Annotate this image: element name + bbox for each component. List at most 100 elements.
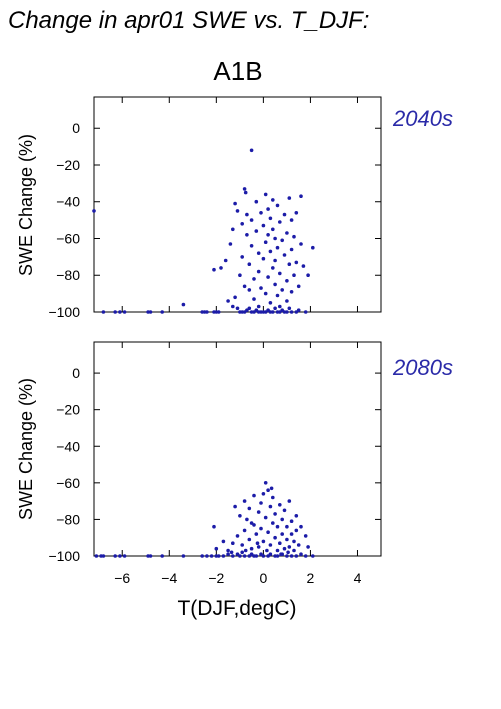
data-point bbox=[259, 286, 263, 290]
data-point bbox=[223, 258, 228, 263]
data-point bbox=[289, 218, 294, 222]
data-point bbox=[212, 267, 216, 272]
data-point bbox=[245, 517, 249, 522]
data-point bbox=[118, 310, 122, 314]
data-point bbox=[231, 541, 235, 545]
data-point bbox=[242, 499, 247, 503]
data-point bbox=[238, 273, 242, 278]
data-point bbox=[240, 550, 244, 555]
data-point bbox=[235, 306, 240, 311]
y-tick-label: −60 bbox=[56, 230, 80, 246]
data-point bbox=[287, 196, 292, 200]
data-point bbox=[285, 299, 289, 303]
data-point bbox=[240, 255, 244, 259]
data-point bbox=[279, 552, 283, 556]
data-point bbox=[275, 245, 280, 250]
y-tick-label: −100 bbox=[48, 548, 80, 564]
data-point bbox=[280, 532, 285, 536]
data-point bbox=[235, 209, 240, 213]
data-point bbox=[303, 534, 308, 538]
data-point bbox=[289, 554, 294, 558]
data-point bbox=[299, 194, 303, 198]
scatter-points bbox=[94, 481, 315, 558]
data-point bbox=[289, 519, 294, 523]
plot-frame bbox=[93, 341, 382, 557]
data-point bbox=[269, 486, 274, 491]
data-point bbox=[296, 543, 301, 547]
data-point bbox=[263, 515, 268, 520]
data-point bbox=[285, 524, 289, 529]
data-point bbox=[296, 308, 301, 313]
data-point bbox=[303, 310, 308, 314]
data-point bbox=[247, 306, 252, 311]
data-point bbox=[285, 279, 289, 283]
data-point bbox=[301, 264, 306, 268]
data-point bbox=[292, 234, 296, 239]
y-axis-label: SWE Change (%) bbox=[16, 378, 36, 520]
data-point bbox=[306, 273, 310, 278]
data-point bbox=[160, 310, 164, 314]
data-point bbox=[242, 284, 247, 289]
data-point bbox=[268, 543, 273, 547]
data-point bbox=[249, 521, 254, 525]
data-point bbox=[268, 249, 273, 254]
data-point bbox=[280, 238, 285, 243]
data-point bbox=[273, 282, 277, 287]
data-point bbox=[238, 554, 242, 558]
data-point bbox=[261, 539, 266, 544]
period-label: 2080s bbox=[392, 355, 453, 380]
data-point bbox=[287, 545, 292, 549]
data-point bbox=[266, 275, 270, 279]
data-point bbox=[148, 554, 153, 558]
data-point bbox=[292, 273, 296, 278]
data-point bbox=[266, 207, 270, 211]
figure-title: Change in apr01 SWE vs. T_DJF: bbox=[8, 7, 369, 34]
data-point bbox=[278, 220, 282, 224]
data-point bbox=[286, 550, 290, 555]
y-tick-label: 0 bbox=[72, 365, 80, 381]
y-tick-label: −20 bbox=[56, 402, 80, 418]
data-point bbox=[259, 526, 263, 531]
data-point bbox=[247, 506, 252, 511]
data-point bbox=[268, 216, 273, 221]
data-point bbox=[256, 510, 261, 514]
data-point bbox=[265, 548, 269, 553]
data-point bbox=[94, 554, 99, 558]
scatter-points bbox=[92, 148, 315, 314]
data-point bbox=[303, 554, 308, 558]
y-tick-label: −100 bbox=[48, 304, 80, 320]
data-point bbox=[275, 293, 280, 298]
data-point bbox=[294, 528, 299, 533]
data-point bbox=[263, 481, 268, 485]
x-tick-label: 2 bbox=[307, 570, 315, 586]
data-point bbox=[259, 211, 263, 215]
data-point bbox=[240, 543, 244, 547]
data-point bbox=[242, 528, 247, 533]
data-point bbox=[271, 227, 275, 232]
y-tick-label: −40 bbox=[56, 194, 80, 210]
data-point bbox=[263, 291, 268, 296]
data-point bbox=[282, 212, 287, 217]
data-point bbox=[226, 552, 230, 556]
data-point bbox=[238, 514, 242, 518]
data-point bbox=[296, 284, 301, 289]
data-point bbox=[231, 554, 235, 558]
data-point bbox=[231, 304, 235, 309]
data-point bbox=[285, 537, 289, 542]
data-point bbox=[261, 256, 266, 261]
data-point bbox=[256, 251, 261, 255]
data-point bbox=[231, 227, 235, 232]
data-point bbox=[275, 548, 280, 553]
data-point bbox=[243, 190, 248, 195]
data-point bbox=[278, 304, 282, 309]
data-point bbox=[278, 503, 282, 507]
data-point bbox=[287, 262, 292, 267]
data-point bbox=[299, 552, 303, 556]
data-point bbox=[273, 258, 277, 263]
data-point bbox=[278, 541, 282, 545]
data-point bbox=[255, 541, 260, 545]
data-point bbox=[228, 242, 233, 246]
data-point bbox=[294, 260, 299, 265]
data-point bbox=[289, 247, 294, 252]
x-tick-label: −2 bbox=[208, 570, 224, 586]
